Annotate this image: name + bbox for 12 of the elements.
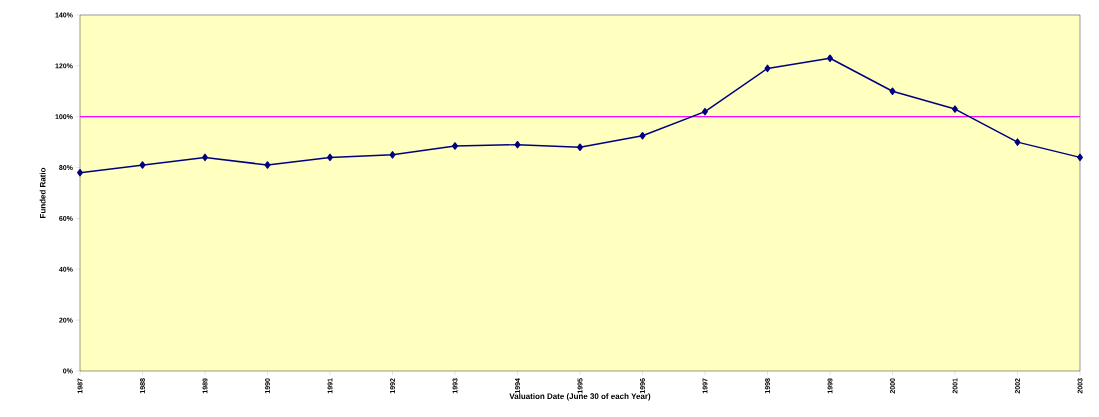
point	[1014, 138, 1021, 146]
point	[889, 87, 896, 96]
point	[452, 142, 458, 150]
point	[639, 132, 646, 140]
point	[577, 143, 583, 151]
point	[952, 105, 958, 113]
point	[764, 64, 771, 73]
point	[827, 54, 833, 62]
point	[264, 161, 271, 169]
point	[139, 161, 146, 169]
point	[389, 151, 396, 159]
point	[514, 140, 521, 149]
